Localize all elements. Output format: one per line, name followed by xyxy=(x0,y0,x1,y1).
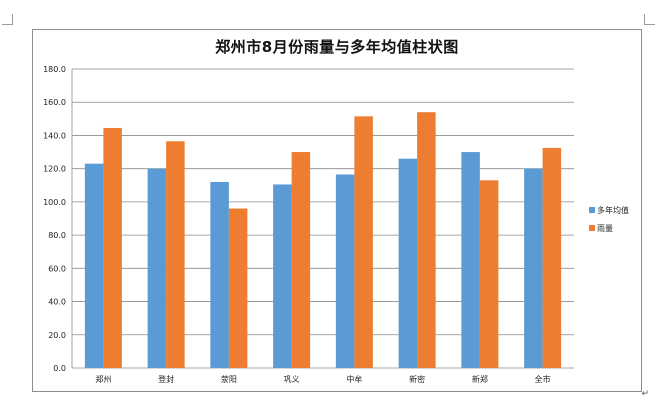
y-tick-label: 40.0 xyxy=(48,298,66,307)
y-tick-label: 0.0 xyxy=(53,364,66,373)
y-tick-label: 120.0 xyxy=(43,165,66,174)
bar-rainfall-5[interactable] xyxy=(417,112,436,368)
page-corner-mark-top-right xyxy=(644,14,655,25)
chart-title: 郑州市8月份雨量与多年均值柱状图 xyxy=(215,38,459,56)
bar-rainfall-2[interactable] xyxy=(228,208,248,368)
chart-container[interactable]: 郑州市8月份雨量与多年均值柱状图 0.0 20.0 40.0 60.0 80.0 100.… xyxy=(32,29,642,392)
bar-rainfall-4[interactable] xyxy=(354,116,373,368)
x-tick-label: 荥阳 xyxy=(221,374,237,384)
y-tick-label: 60.0 xyxy=(48,264,66,273)
bar-average-6[interactable] xyxy=(461,152,480,368)
bar-average-4[interactable] xyxy=(335,174,355,368)
paragraph-return-mark: ↵ xyxy=(641,389,649,399)
y-tick-label: 80.0 xyxy=(48,231,66,240)
bar-average-1[interactable] xyxy=(147,168,167,368)
bar-average-5[interactable] xyxy=(398,158,418,368)
x-tick-label: 新郑 xyxy=(472,374,488,384)
y-tick-label: 160.0 xyxy=(43,98,66,107)
x-tick-label: 全市 xyxy=(535,374,551,384)
bar-average-0[interactable] xyxy=(84,163,104,368)
page-corner-mark-top-left xyxy=(2,14,13,25)
y-tick-label: 180.0 xyxy=(43,65,66,74)
bar-rainfall-1[interactable] xyxy=(166,141,185,368)
x-tick-label: 郑州 xyxy=(95,374,111,384)
bar-average-3[interactable] xyxy=(273,184,292,368)
bar-average-7[interactable] xyxy=(524,168,543,368)
x-tick-label: 中牟 xyxy=(346,374,362,384)
legend-label-0: 多年均值 xyxy=(597,205,629,215)
bar-rainfall-0[interactable] xyxy=(103,127,122,368)
legend-swatch-1 xyxy=(589,225,595,231)
bar-rainfall-6[interactable] xyxy=(479,180,499,368)
legend-swatch-0 xyxy=(589,207,595,213)
bar-rainfall-3[interactable] xyxy=(291,152,311,368)
bar-chart-plot: 0.0 20.0 40.0 60.0 80.0 100.0 120.0 140.0 160.0 1… xyxy=(43,65,629,384)
x-tick-label: 新密 xyxy=(409,374,425,384)
bar-rainfall-7[interactable] xyxy=(542,147,562,368)
y-tick-label: 140.0 xyxy=(43,131,66,140)
x-tick-label: 巩义 xyxy=(284,375,300,384)
y-tick-label: 100.0 xyxy=(43,198,66,207)
x-tick-label: 登封 xyxy=(158,374,174,384)
y-tick-label: 20.0 xyxy=(48,331,66,340)
legend-label-1: 雨量 xyxy=(597,224,613,233)
bar-average-2[interactable] xyxy=(210,181,229,368)
